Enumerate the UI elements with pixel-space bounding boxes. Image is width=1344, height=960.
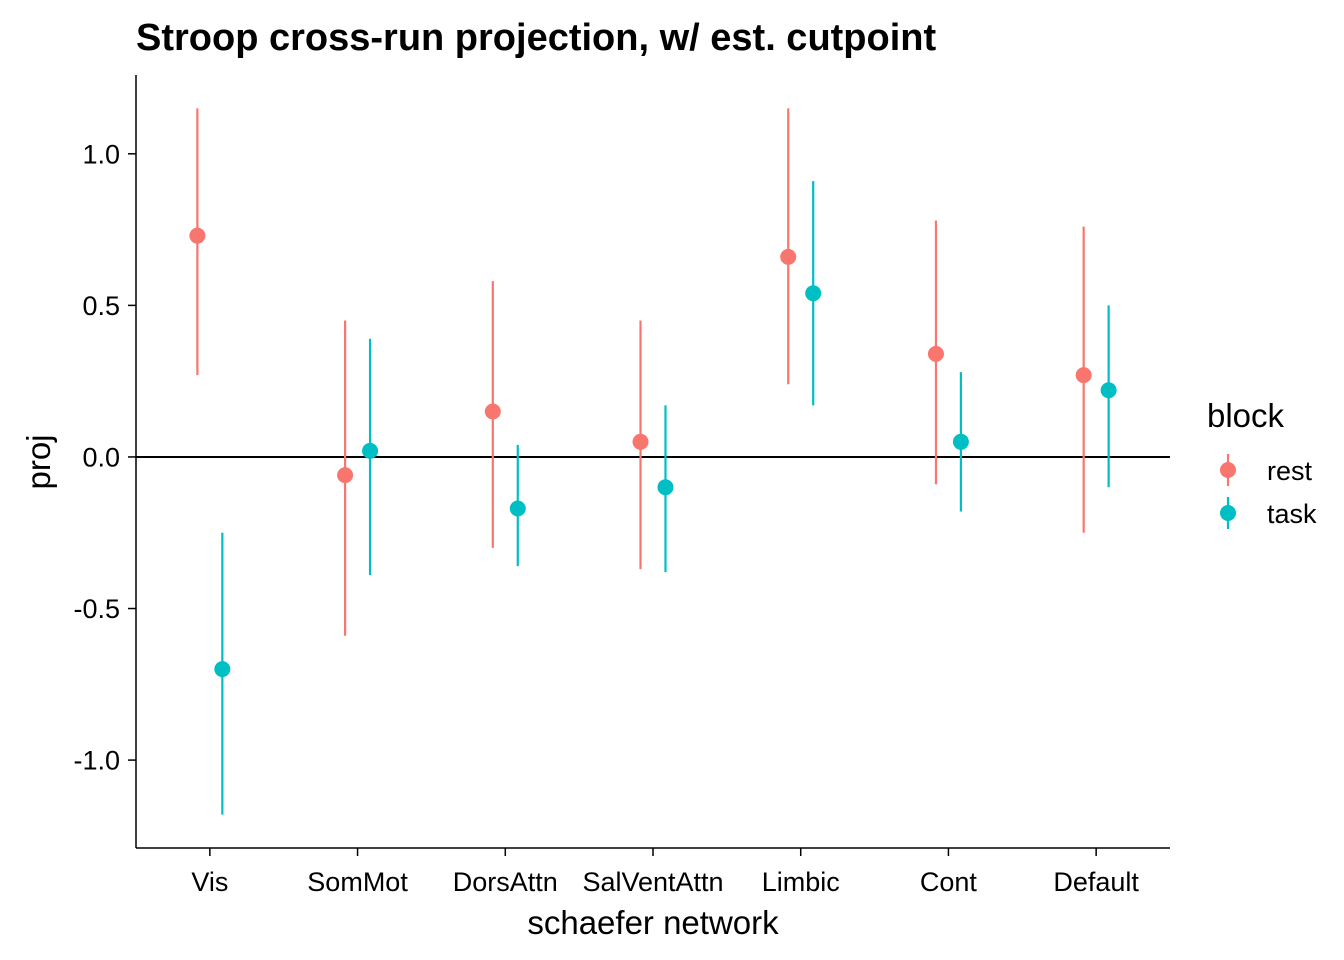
legend-label: rest <box>1267 456 1313 486</box>
x-tick-label: Limbic <box>762 867 840 897</box>
x-axis-ticks: Vis SomMot DorsAttn SalVentAttn Limbic Cont De… <box>191 848 1139 897</box>
x-tick-label: Vis <box>191 867 228 897</box>
legend-label: task <box>1267 499 1317 529</box>
point-rest <box>484 403 501 420</box>
x-tick-label: SalVentAttn <box>582 867 723 897</box>
legend-item-rest: rest <box>1220 454 1313 486</box>
x-tick-label: SomMot <box>307 867 408 897</box>
data-marks <box>189 108 1117 815</box>
legend: block rest task <box>1207 397 1317 529</box>
x-tick-label: Default <box>1053 867 1139 897</box>
y-axis-ticks: 1.0 0.5 0.0 -0.5 -1.0 <box>73 139 136 776</box>
point-task <box>952 433 969 450</box>
point-task <box>214 661 231 678</box>
point-rest <box>927 345 944 362</box>
point-rest <box>337 467 354 484</box>
point-task <box>805 285 822 302</box>
legend-key-point <box>1220 505 1236 521</box>
point-task <box>657 479 674 496</box>
point-task <box>1100 382 1117 399</box>
legend-item-task: task <box>1220 497 1317 529</box>
legend-title: block <box>1207 397 1285 434</box>
point-rest <box>1075 367 1092 384</box>
y-tick-label: -1.0 <box>73 746 120 776</box>
point-task <box>509 500 526 517</box>
y-tick-label: 1.0 <box>82 139 120 169</box>
point-rest <box>632 433 649 450</box>
x-tick-label: DorsAttn <box>453 867 558 897</box>
y-tick-label: -0.5 <box>73 594 120 624</box>
x-tick-label: Cont <box>920 867 978 897</box>
point-rest <box>189 227 206 244</box>
x-axis-title: schaefer network <box>527 904 779 941</box>
chart-title: Stroop cross-run projection, w/ est. cut… <box>136 17 936 59</box>
point-rest <box>780 248 797 265</box>
y-tick-label: 0.5 <box>82 291 120 321</box>
y-tick-label: 0.0 <box>82 442 120 472</box>
y-axis-title: proj <box>20 434 57 489</box>
series-rest <box>189 108 1092 636</box>
point-task <box>362 442 379 459</box>
legend-key-point <box>1220 462 1236 478</box>
series-task <box>214 181 1117 815</box>
legend-keys: rest task <box>1220 454 1317 529</box>
